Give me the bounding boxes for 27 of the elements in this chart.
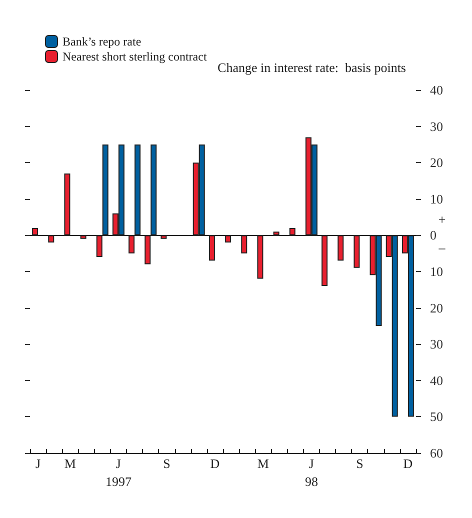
x-tick-label: M [257, 456, 270, 471]
y-tick-label: 10 [430, 191, 443, 206]
y-tick-label: 20 [430, 155, 443, 170]
x-tick-label: D [210, 456, 220, 471]
x-tick-label: J [36, 456, 41, 471]
x-tick-label: M [64, 456, 76, 471]
y-tick-label: 60 [430, 446, 443, 460]
text: 1997 [105, 474, 132, 489]
y-tick-label: 40 [430, 372, 443, 388]
y-axis-title: Change in interest rate: basis points [218, 60, 406, 75]
x-tick-label: S [356, 456, 364, 471]
x-tick-label: J [308, 456, 314, 471]
text: – [438, 240, 446, 256]
x-tick-label: D [403, 456, 413, 471]
y-tick-label: 30 [430, 336, 443, 352]
y-tick-label: 30 [430, 118, 443, 134]
y-tick-label: 50 [430, 409, 443, 424]
y-tick-label: 0 [430, 228, 436, 243]
legend-label: Bank’s repo rate [62, 34, 142, 48]
x-tick-label: J [116, 456, 121, 471]
y-tick-label: 20 [430, 300, 443, 316]
x-tick-label: S [163, 456, 170, 471]
text: 98 [304, 474, 318, 489]
y-tick-label: 40 [430, 82, 443, 98]
legend-label: Nearest short sterling contract [62, 50, 208, 64]
text: + [438, 212, 446, 228]
y-tick-label: 10 [430, 264, 443, 279]
